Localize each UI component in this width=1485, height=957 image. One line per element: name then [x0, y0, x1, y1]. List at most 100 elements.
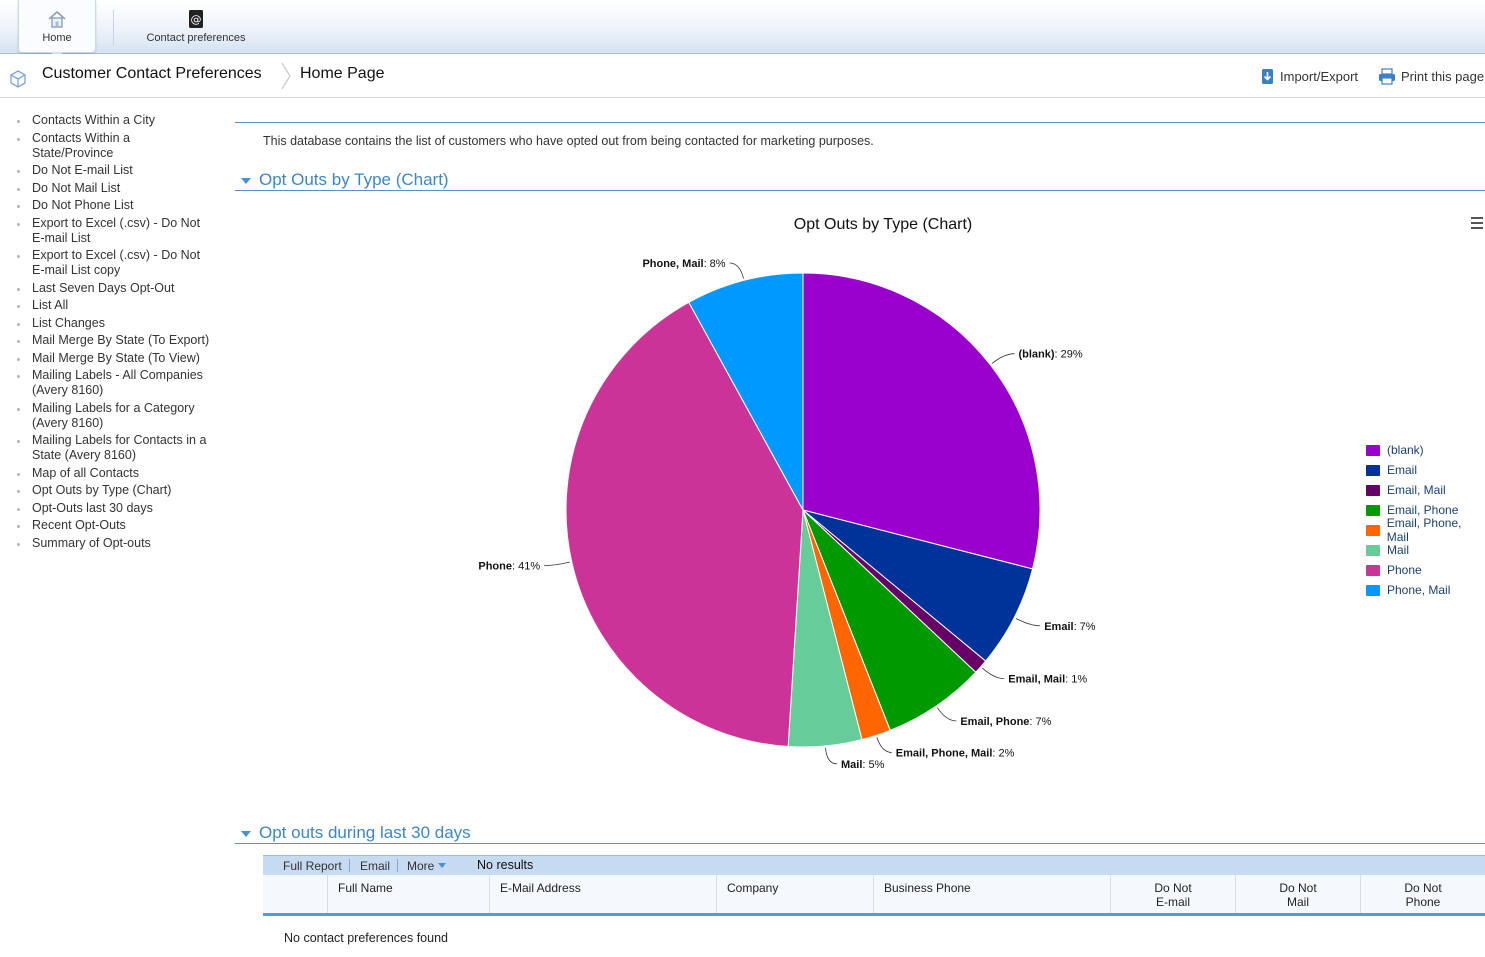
pie-slice[interactable]	[802, 272, 1041, 570]
chart-section-header[interactable]: Opt Outs by Type (Chart)	[241, 170, 449, 190]
no-results-text: No results	[477, 858, 534, 872]
slice-data-label: Email: 7%	[1044, 621, 1096, 633]
legend-item[interactable]: Email, Mail	[1366, 480, 1485, 500]
report-section-title: Opt outs during last 30 days	[259, 823, 471, 842]
sidebar-item[interactable]: Mailing Labels for Contacts in a State (…	[14, 433, 214, 463]
more-button[interactable]: More	[407, 859, 447, 873]
contact-book-icon: @	[189, 10, 203, 28]
sidebar-item[interactable]: List All	[14, 298, 214, 313]
empty-grid-message: No contact preferences found	[284, 931, 448, 945]
home-label: Home	[42, 32, 72, 44]
legend-item[interactable]: (blank)	[1366, 440, 1485, 460]
print-button[interactable]: Print this page	[1378, 68, 1484, 85]
chevron-down-icon	[438, 863, 447, 868]
legend-label: Mail	[1387, 543, 1410, 557]
email-button[interactable]: Email	[360, 859, 391, 873]
legend-swatch	[1366, 504, 1380, 516]
collapse-triangle-icon	[241, 178, 251, 184]
legend-item[interactable]: Phone	[1366, 560, 1485, 580]
top-ribbon: Home @ Contact preferences	[0, 0, 1485, 59]
sidebar-item[interactable]: Export to Excel (.csv) - Do Not E-mail L…	[14, 216, 214, 246]
pie-chart: (blank): 29%Email: 7%Email, Mail: 1%Emai…	[478, 258, 1096, 771]
pie-slice[interactable]	[802, 509, 977, 732]
column-do-not-mail[interactable]: Do Not Mail	[1235, 875, 1360, 913]
legend-swatch	[1366, 444, 1380, 456]
column-email[interactable]: E-Mail Address	[489, 875, 716, 913]
slice-label-percent: : 2%	[992, 748, 1014, 760]
slice-data-label: Mail: 5%	[841, 759, 885, 771]
column-do-not-email[interactable]: Do Not E-mail	[1110, 875, 1235, 913]
import-export-button[interactable]: Import/Export	[1260, 68, 1358, 85]
full-report-button[interactable]: Full Report	[283, 859, 342, 873]
slice-data-label: Phone: 41%	[478, 561, 540, 573]
column-label-line: Do Not	[1154, 881, 1192, 895]
sidebar-item[interactable]: Last Seven Days Opt-Out	[14, 281, 214, 296]
sidebar-item[interactable]: Do Not E-mail List	[14, 163, 214, 178]
sidebar-item[interactable]: Mail Merge By State (To Export)	[14, 333, 214, 348]
legend-item[interactable]: Phone, Mail	[1366, 580, 1485, 600]
pie-slice[interactable]	[565, 301, 804, 748]
sidebar-item[interactable]: Do Not Mail List	[14, 181, 214, 196]
slice-label-name: Phone, Mail	[642, 258, 703, 270]
sidebar-item[interactable]: Summary of Opt-outs	[14, 536, 214, 551]
legend-swatch	[1366, 484, 1380, 496]
legend-label: Email, Phone	[1387, 503, 1459, 517]
sidebar-item[interactable]: Export to Excel (.csv) - Do Not E-mail L…	[14, 248, 214, 278]
sidebar-item[interactable]: Mail Merge By State (To View)	[14, 351, 214, 366]
sidebar-item[interactable]: Mailing Labels - All Companies (Avery 81…	[14, 368, 214, 398]
more-label: More	[407, 859, 435, 873]
sidebar-nav: Contacts Within a City Contacts Within a …	[14, 113, 214, 553]
slice-label-percent: : 7%	[1074, 621, 1096, 633]
sidebar-item[interactable]: Contacts Within a City	[14, 113, 214, 128]
sidebar-list: Contacts Within a City Contacts Within a …	[14, 113, 214, 551]
sidebar-item[interactable]: Contacts Within a State/Province	[14, 131, 214, 161]
legend-swatch	[1366, 544, 1380, 556]
sidebar-item[interactable]: Do Not Phone List	[14, 198, 214, 213]
column-do-not-phone[interactable]: Do Not Phone	[1360, 875, 1485, 913]
sidebar-item[interactable]: Recent Opt-Outs	[14, 518, 214, 533]
sidebar-item[interactable]: List Changes	[14, 316, 214, 331]
legend-label: Email, Mail	[1387, 483, 1446, 497]
legend-swatch	[1366, 524, 1380, 536]
slice-label-name: Mail	[841, 759, 862, 771]
print-label: Print this page	[1401, 69, 1485, 84]
slice-label-connector	[991, 353, 1015, 364]
slice-label-percent: : 41%	[512, 561, 540, 573]
legend-item[interactable]: Mail	[1366, 540, 1485, 560]
home-button[interactable]: Home	[18, 0, 96, 59]
column-full-name[interactable]: Full Name	[327, 875, 489, 913]
collapse-triangle-icon	[241, 831, 251, 837]
legend-item[interactable]: Email	[1366, 460, 1485, 480]
column-company[interactable]: Company	[716, 875, 873, 913]
sidebar-item[interactable]: Opt-Outs last 30 days	[14, 501, 214, 516]
breadcrumb-app-title[interactable]: Customer Contact Preferences	[42, 65, 262, 82]
column-label-line: Mail	[1286, 895, 1309, 909]
chart-legend: (blank) Email Email, Mail Email, Phone Email…	[1366, 440, 1485, 600]
slice-label-connector	[982, 667, 1005, 680]
slice-label-connector	[729, 262, 744, 279]
legend-item[interactable]: Email, Phone	[1366, 500, 1485, 520]
grid-header: Full Name E-Mail Address Company Busines…	[263, 875, 1485, 916]
report-section-header[interactable]: Opt outs during last 30 days	[241, 823, 471, 843]
select-column-header[interactable]	[263, 875, 327, 913]
toolbar-separator	[349, 859, 350, 872]
legend-item[interactable]: Email, Phone, Mail	[1366, 516, 1485, 544]
breadcrumb-page-title: Home Page	[300, 65, 385, 82]
column-business-phone[interactable]: Business Phone	[873, 875, 1110, 913]
legend-label: (blank)	[1387, 443, 1424, 457]
pie-slice[interactable]	[802, 509, 1034, 662]
sidebar-item[interactable]: Opt Outs by Type (Chart)	[14, 483, 214, 498]
import-export-label: Import/Export	[1280, 69, 1359, 84]
slice-label-name: Email, Mail	[1008, 674, 1065, 686]
slice-label-name: Email, Phone, Mail	[896, 748, 993, 760]
slice-label-connector	[825, 747, 838, 765]
page-description: This database contains the list of custo…	[263, 134, 874, 148]
grid-toolbar: Full Report Email More No results	[263, 855, 1485, 875]
sidebar-item[interactable]: Mailing Labels for a Category (Avery 816…	[14, 401, 214, 431]
chart-menu-icon[interactable]	[1471, 217, 1483, 232]
pie-slice[interactable]	[688, 272, 804, 511]
slice-label-connector	[1015, 618, 1041, 627]
sidebar-item[interactable]: Map of all Contacts	[14, 466, 214, 481]
contact-preferences-button[interactable]: @ Contact preferences	[128, 0, 264, 52]
slice-label-connector	[876, 737, 892, 753]
